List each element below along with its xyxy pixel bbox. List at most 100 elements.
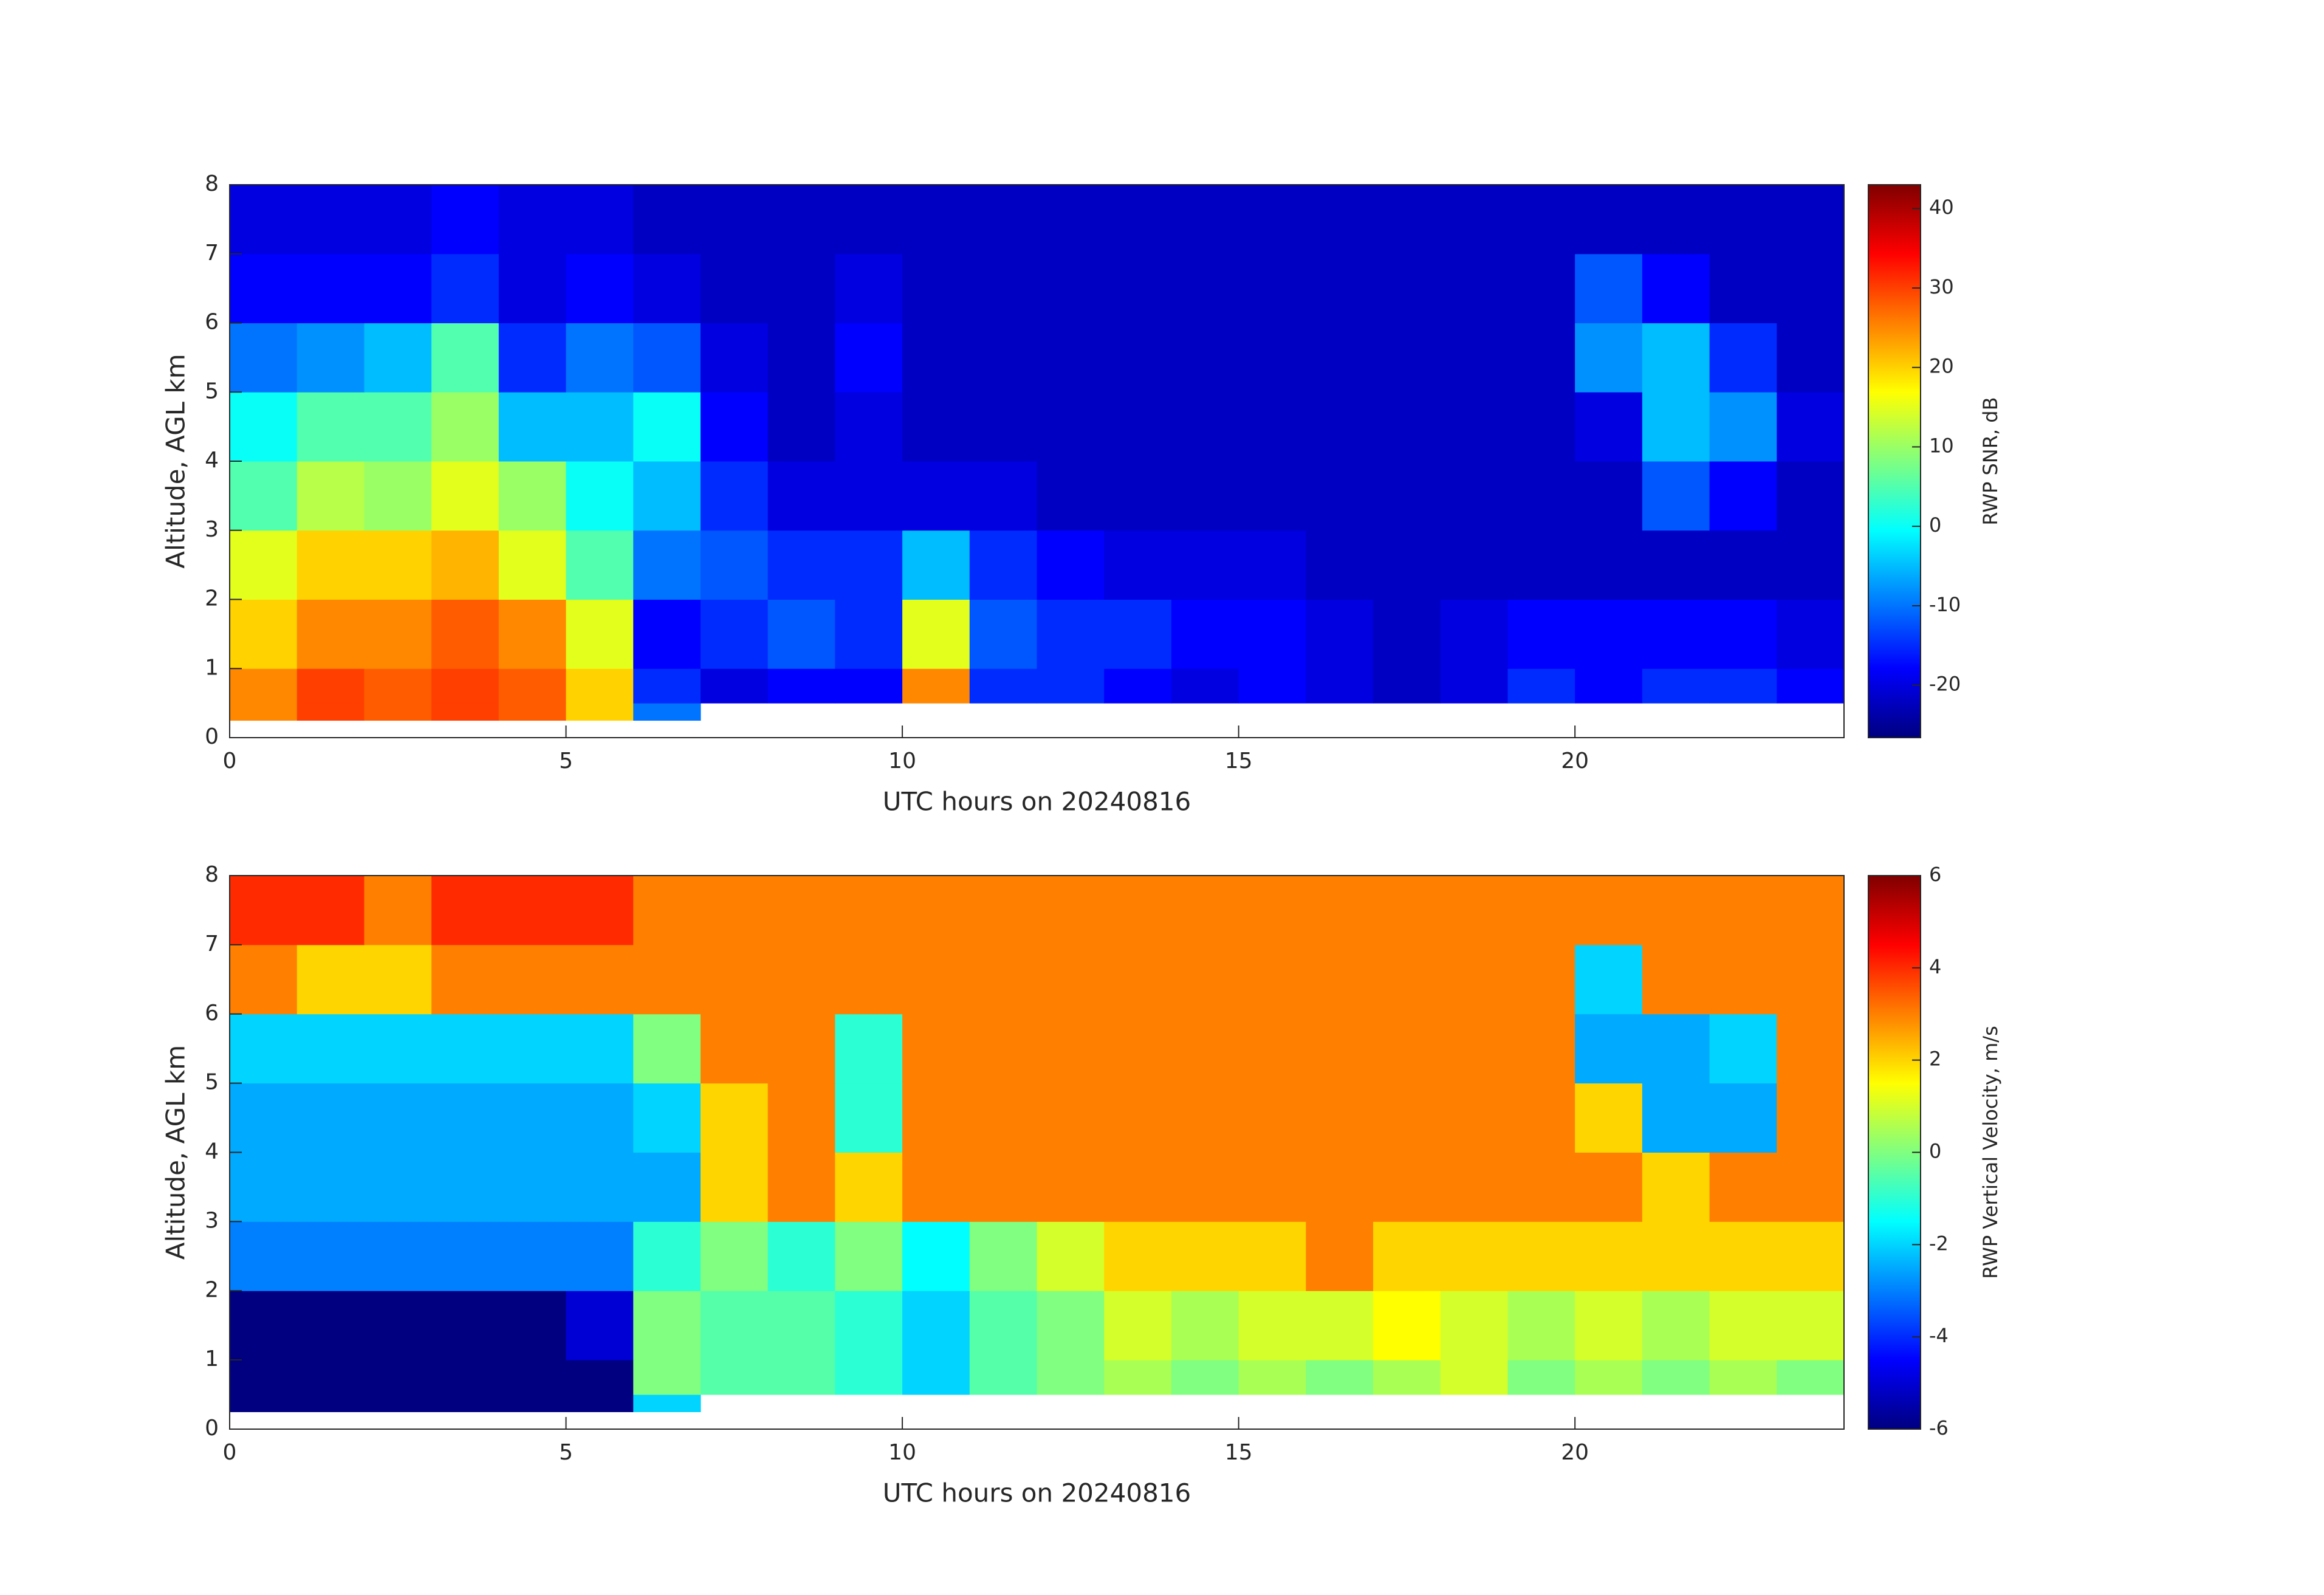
heatmap-cell <box>431 530 499 600</box>
heatmap-cell <box>835 530 903 600</box>
heatmap-cell <box>767 185 835 255</box>
heatmap-cell <box>498 668 567 704</box>
heatmap-cell <box>296 392 365 462</box>
heatmap-cell <box>700 323 769 393</box>
heatmap-cell <box>1104 944 1172 1015</box>
heatmap-cell <box>230 703 298 721</box>
heatmap-cell <box>566 323 634 393</box>
heatmap-cell <box>1507 323 1575 393</box>
colorbar <box>1868 875 1921 1430</box>
heatmap-cell <box>566 253 634 323</box>
y-axis-label: Altitude, AGL km <box>161 1045 191 1260</box>
heatmap-cell <box>1709 944 1777 1015</box>
heatmap-cell <box>296 185 365 255</box>
heatmap-cell <box>431 1083 499 1153</box>
heatmap-cell <box>1709 1360 1777 1395</box>
heatmap-cell <box>1104 1083 1172 1153</box>
y-tick-label: 0 <box>205 724 219 749</box>
colorbar-tick-label: 10 <box>1929 434 1954 457</box>
heatmap-cell <box>1642 1221 1710 1291</box>
heatmap-cell <box>1373 530 1441 600</box>
heatmap-cell <box>767 1360 835 1395</box>
heatmap-cell <box>1575 530 1643 600</box>
heatmap-cell <box>1104 323 1172 393</box>
heatmap-cell <box>230 1394 298 1413</box>
heatmap-cell <box>1238 944 1306 1015</box>
heatmap-cell <box>767 599 835 669</box>
heatmap-cell <box>1642 530 1710 600</box>
heatmap-cell <box>1238 253 1306 323</box>
heatmap-cell <box>633 1360 701 1395</box>
heatmap-cell <box>1037 1083 1105 1153</box>
heatmap-cell <box>296 944 365 1015</box>
heatmap-cell <box>364 323 432 393</box>
heatmap-cell <box>1440 668 1508 704</box>
heatmap-cell <box>1306 1083 1374 1153</box>
heatmap-cell <box>230 392 298 462</box>
heatmap-cell <box>1575 668 1643 704</box>
heatmap-cell <box>230 323 298 393</box>
heatmap-cell <box>700 876 769 945</box>
x-tick-label: 5 <box>559 749 573 773</box>
heatmap-cell <box>1373 1221 1441 1291</box>
heatmap-cell <box>1575 461 1643 531</box>
x-tick-label: 0 <box>223 1440 237 1465</box>
heatmap-cell <box>498 1014 567 1084</box>
heatmap-cell <box>1440 1291 1508 1360</box>
heatmap-cell <box>566 944 634 1015</box>
heatmap-cell <box>902 1291 970 1360</box>
heatmap-cell <box>230 1083 298 1153</box>
heatmap-cell <box>1037 185 1105 255</box>
heatmap-cell <box>633 530 701 600</box>
heatmap-cell <box>1507 1291 1575 1360</box>
colorbar-tick-label: 20 <box>1929 355 1954 378</box>
colorbar-label: RWP Vertical Velocity, m/s <box>1979 1026 2002 1279</box>
colorbar-tick-label: 2 <box>1929 1048 1941 1071</box>
heatmap-cell <box>1777 1291 1845 1360</box>
heatmap-cell <box>1440 1083 1508 1153</box>
x-tick-label: 0 <box>223 749 237 773</box>
x-tick-label: 10 <box>888 749 916 773</box>
heatmap-cell <box>1037 1152 1105 1222</box>
heatmap-cell <box>633 1014 701 1084</box>
heatmap-cell <box>969 1221 1037 1291</box>
heatmap-cell <box>700 530 769 600</box>
heatmap-cell <box>1709 668 1777 704</box>
colorbar-tick-label: -10 <box>1929 593 1961 616</box>
y-tick-label: 8 <box>205 862 219 887</box>
heatmap-cell <box>969 599 1037 669</box>
heatmap-cell <box>1037 323 1105 393</box>
heatmap-cell <box>1104 1014 1172 1084</box>
heatmap-cell <box>1642 876 1710 945</box>
heatmap-cell <box>1440 530 1508 600</box>
heatmap-cell <box>1306 1291 1374 1360</box>
heatmap-cell <box>767 1083 835 1153</box>
heatmap-cell <box>1642 1291 1710 1360</box>
heatmap-cell <box>498 944 567 1015</box>
heatmap-cell <box>969 944 1037 1015</box>
heatmap-cell <box>296 668 365 704</box>
heatmap-cell <box>364 461 432 531</box>
heatmap-cell <box>1373 668 1441 704</box>
heatmap-cell <box>767 1152 835 1222</box>
heatmap-cell <box>1642 668 1710 704</box>
heatmap-cell <box>1238 1291 1306 1360</box>
heatmap-cell <box>1507 185 1575 255</box>
heatmap-cell <box>1642 253 1710 323</box>
heatmap-cell <box>566 185 634 255</box>
heatmap-cell <box>1709 1083 1777 1153</box>
heatmap-cell <box>1642 1360 1710 1395</box>
heatmap-cell <box>364 668 432 704</box>
heatmap-cell <box>767 392 835 462</box>
heatmap-cell <box>230 185 298 255</box>
heatmap-cell <box>498 1291 567 1360</box>
heatmap-cell <box>566 703 634 721</box>
heatmap-cell <box>1373 1152 1441 1222</box>
heatmap-cell <box>498 1152 567 1222</box>
heatmap-cell <box>835 461 903 531</box>
heatmap-cell <box>1373 599 1441 669</box>
heatmap-cell <box>1507 1152 1575 1222</box>
x-tick-label: 20 <box>1561 749 1589 773</box>
heatmap-cell <box>969 530 1037 600</box>
heatmap-cell <box>498 461 567 531</box>
